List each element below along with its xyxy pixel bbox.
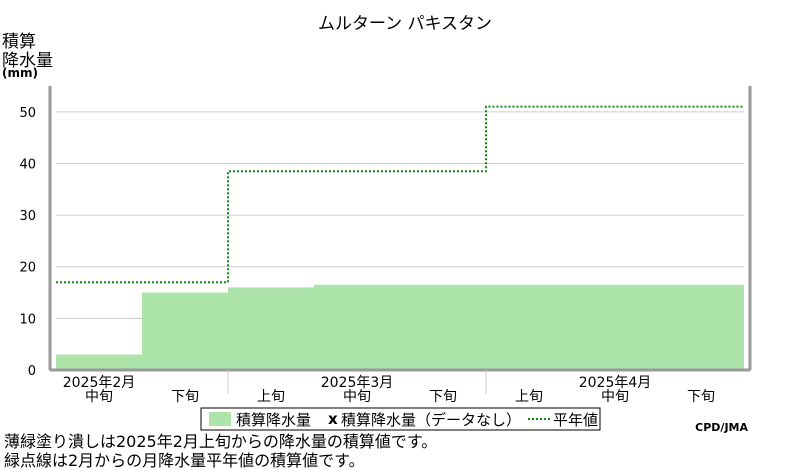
y-tick-20: 20 bbox=[19, 261, 36, 276]
legend-nodata-label: 積算降水量（データなし） bbox=[341, 411, 521, 429]
y-tick-40: 40 bbox=[19, 157, 36, 172]
y-tick-10: 10 bbox=[19, 312, 36, 327]
x-dekad-label-2: 上旬 bbox=[257, 389, 285, 405]
x-dekad-label-5: 上旬 bbox=[515, 389, 543, 405]
x-dekad-label-7: 下旬 bbox=[687, 389, 715, 405]
legend-fill-label: 積算降水量 bbox=[236, 411, 311, 429]
y-tick-30: 30 bbox=[19, 209, 36, 224]
precip-bar-5 bbox=[486, 284, 572, 370]
note-line-1: 薄緑塗り潰しは2025年2月上旬からの降水量の積算値です。 bbox=[4, 432, 437, 451]
y-axis-unit: (mm) bbox=[2, 66, 38, 80]
note-line-2: 緑点線は2月からの月降水量平年値の積算値です。 bbox=[4, 451, 365, 470]
precip-bar-3 bbox=[314, 284, 400, 370]
precip-bar-4 bbox=[400, 284, 486, 370]
x-month-label-3: 2025年3月 bbox=[321, 375, 394, 391]
y-tick-0: 0 bbox=[28, 364, 36, 379]
x-dekad-label-3: 中旬 bbox=[343, 389, 371, 405]
legend-box bbox=[200, 407, 601, 431]
legend-fill-swatch bbox=[209, 412, 231, 426]
y-tick-50: 50 bbox=[19, 106, 36, 121]
y-tick-labels: 0 10 20 30 40 50 bbox=[19, 106, 36, 379]
legend-normal-label: 平年値 bbox=[553, 411, 598, 429]
precip-bar-7 bbox=[658, 284, 744, 370]
x-month-label-0: 2025年2月 bbox=[63, 375, 136, 391]
precip-bar-1 bbox=[142, 292, 228, 370]
chart-title: ムルターン パキスタン bbox=[318, 14, 492, 34]
cumulative-precip-area bbox=[56, 284, 744, 370]
y-axis-label-line2: 降水量 bbox=[2, 51, 53, 71]
x-dekad-label-4: 下旬 bbox=[429, 389, 457, 405]
x-dekad-label-0: 中旬 bbox=[85, 389, 113, 405]
precip-bar-6 bbox=[572, 284, 658, 370]
x-month-label-6: 2025年4月 bbox=[579, 375, 652, 391]
plot-frame bbox=[48, 86, 752, 394]
normal-step-path bbox=[56, 105, 744, 284]
x-dekad-label-6: 中旬 bbox=[601, 389, 629, 405]
x-dekad-label-1: 下旬 bbox=[171, 389, 199, 405]
normal-step-line bbox=[56, 105, 744, 284]
legend-nodata-marker: x bbox=[328, 410, 338, 428]
legend: 積算降水量 x 積算降水量（データなし） 平年値 bbox=[200, 407, 601, 431]
precip-bar-0 bbox=[56, 354, 142, 370]
credit: CPD/JMA bbox=[695, 421, 748, 434]
y-axis-label-line1: 積算 bbox=[2, 32, 36, 52]
precip-bar-2 bbox=[228, 287, 314, 370]
